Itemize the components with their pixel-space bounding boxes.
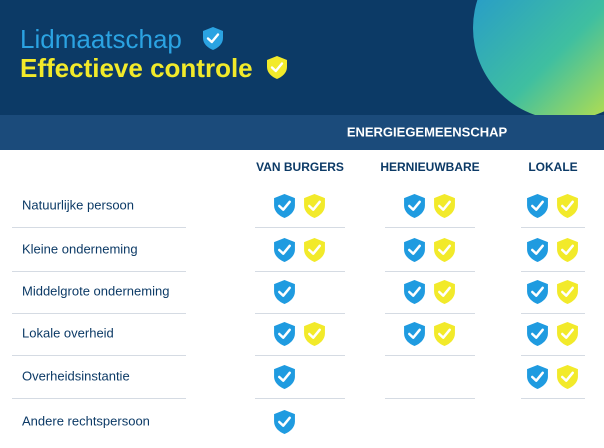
control-icon xyxy=(434,322,455,346)
control-icon xyxy=(434,238,455,262)
control-icon xyxy=(434,280,455,304)
column-header: LOKALE xyxy=(528,160,577,174)
control-icon xyxy=(304,322,325,346)
membership-icon xyxy=(527,194,548,218)
membership-icon xyxy=(274,194,295,218)
membership-icon xyxy=(404,280,425,304)
membership-icon xyxy=(527,238,548,262)
column-header: HERNIEUWBARE xyxy=(380,160,479,174)
membership-icon xyxy=(274,410,295,434)
membership-icon xyxy=(527,280,548,304)
row-label: Lokale overheid xyxy=(22,325,114,340)
title-line1: Lidmaatschap xyxy=(20,24,182,54)
control-icon xyxy=(434,194,455,218)
group-header: ENERGIEGEMEENSCHAP xyxy=(347,124,508,139)
control-icon xyxy=(557,322,578,346)
control-icon xyxy=(557,238,578,262)
row-label: Natuurlijke persoon xyxy=(22,197,134,212)
decor-circle xyxy=(473,0,604,115)
control-icon xyxy=(557,194,578,218)
membership-icon xyxy=(274,280,295,304)
row-label: Andere rechtspersoon xyxy=(22,413,150,428)
title-line2: Effectieve controle xyxy=(20,53,253,83)
membership-icon xyxy=(527,322,548,346)
control-icon xyxy=(557,280,578,304)
control-icon xyxy=(304,194,325,218)
membership-icon xyxy=(274,365,295,389)
membership-icon xyxy=(527,365,548,389)
control-icon xyxy=(304,238,325,262)
membership-icon xyxy=(274,322,295,346)
group-band xyxy=(0,115,604,150)
row-label: Kleine onderneming xyxy=(22,241,138,256)
column-header: VAN BURGERS xyxy=(256,160,344,174)
control-icon xyxy=(557,365,578,389)
membership-icon xyxy=(274,238,295,262)
membership-icon xyxy=(404,194,425,218)
row-label: Middelgrote onderneming xyxy=(22,283,169,298)
membership-icon xyxy=(404,322,425,346)
membership-icon xyxy=(404,238,425,262)
row-label: Overheidsinstantie xyxy=(22,368,130,383)
